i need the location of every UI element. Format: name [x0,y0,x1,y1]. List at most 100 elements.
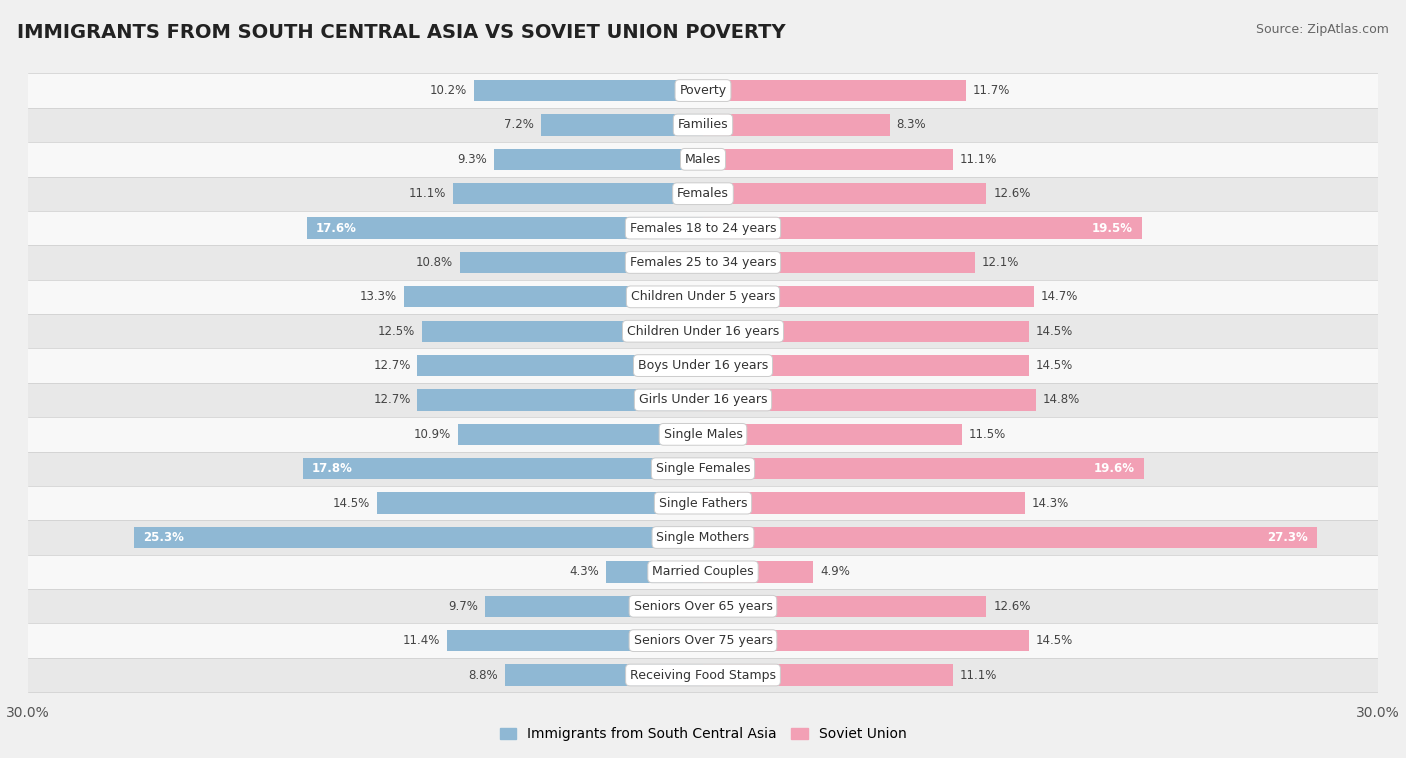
Text: 14.7%: 14.7% [1040,290,1078,303]
Bar [703,390,1036,411]
Text: 11.1%: 11.1% [959,669,997,681]
Bar [485,596,703,617]
Text: Children Under 16 years: Children Under 16 years [627,324,779,338]
Bar [606,561,703,583]
Text: 19.5%: 19.5% [1091,221,1133,234]
Bar [28,349,1378,383]
Text: 9.3%: 9.3% [457,153,486,166]
Bar [703,458,1144,479]
Text: 8.3%: 8.3% [897,118,927,131]
Text: Families: Families [678,118,728,131]
Bar [28,452,1378,486]
Text: 17.6%: 17.6% [316,221,357,234]
Text: 11.1%: 11.1% [959,153,997,166]
Bar [28,177,1378,211]
Text: 11.7%: 11.7% [973,84,1011,97]
Bar [28,589,1378,623]
Bar [28,211,1378,246]
Text: Source: ZipAtlas.com: Source: ZipAtlas.com [1256,23,1389,36]
Bar [418,390,703,411]
Text: 14.5%: 14.5% [1036,634,1073,647]
Text: 12.7%: 12.7% [373,359,411,372]
Text: Females: Females [678,187,728,200]
Bar [703,630,1029,651]
Text: 12.6%: 12.6% [993,600,1031,612]
Legend: Immigrants from South Central Asia, Soviet Union: Immigrants from South Central Asia, Sovi… [494,722,912,747]
Text: 10.9%: 10.9% [413,428,451,441]
Text: 9.7%: 9.7% [449,600,478,612]
Text: 17.8%: 17.8% [312,462,353,475]
Bar [28,280,1378,314]
Bar [703,596,987,617]
Bar [458,424,703,445]
Bar [28,246,1378,280]
Bar [447,630,703,651]
Text: 27.3%: 27.3% [1267,531,1308,544]
Bar [28,486,1378,520]
Text: Receiving Food Stamps: Receiving Food Stamps [630,669,776,681]
Bar [404,287,703,308]
Bar [134,527,703,548]
Bar [422,321,703,342]
Bar [28,623,1378,658]
Bar [460,252,703,273]
Text: Married Couples: Married Couples [652,565,754,578]
Text: Single Fathers: Single Fathers [659,496,747,509]
Text: Seniors Over 75 years: Seniors Over 75 years [634,634,772,647]
Bar [474,80,703,102]
Bar [703,218,1142,239]
Bar [28,520,1378,555]
Text: Single Males: Single Males [664,428,742,441]
Text: 11.5%: 11.5% [969,428,1005,441]
Bar [28,143,1378,177]
Text: 25.3%: 25.3% [143,531,184,544]
Bar [28,108,1378,143]
Text: 7.2%: 7.2% [505,118,534,131]
Text: Single Mothers: Single Mothers [657,531,749,544]
Text: Females 25 to 34 years: Females 25 to 34 years [630,256,776,269]
Bar [418,355,703,376]
Text: 4.9%: 4.9% [820,565,849,578]
Bar [28,417,1378,452]
Text: 8.8%: 8.8% [468,669,498,681]
Text: 19.6%: 19.6% [1094,462,1135,475]
Bar [703,252,976,273]
Text: Single Females: Single Females [655,462,751,475]
Text: 14.8%: 14.8% [1043,393,1080,406]
Text: 14.5%: 14.5% [333,496,370,509]
Bar [28,658,1378,692]
Text: Girls Under 16 years: Girls Under 16 years [638,393,768,406]
Text: Seniors Over 65 years: Seniors Over 65 years [634,600,772,612]
Text: 11.4%: 11.4% [402,634,440,647]
Text: 13.3%: 13.3% [360,290,396,303]
Bar [703,287,1033,308]
Text: 4.3%: 4.3% [569,565,599,578]
Bar [28,74,1378,108]
Bar [703,493,1025,514]
Text: 10.8%: 10.8% [416,256,453,269]
Bar [505,664,703,686]
Text: 14.5%: 14.5% [1036,359,1073,372]
Bar [703,424,962,445]
Text: 12.7%: 12.7% [373,393,411,406]
Text: 11.1%: 11.1% [409,187,447,200]
Bar [703,321,1029,342]
Text: IMMIGRANTS FROM SOUTH CENTRAL ASIA VS SOVIET UNION POVERTY: IMMIGRANTS FROM SOUTH CENTRAL ASIA VS SO… [17,23,786,42]
Bar [453,183,703,205]
Text: Children Under 5 years: Children Under 5 years [631,290,775,303]
Bar [494,149,703,170]
Bar [703,561,813,583]
Text: Boys Under 16 years: Boys Under 16 years [638,359,768,372]
Bar [28,555,1378,589]
Text: 12.1%: 12.1% [981,256,1019,269]
Text: 14.5%: 14.5% [1036,324,1073,338]
Bar [703,80,966,102]
Text: Females 18 to 24 years: Females 18 to 24 years [630,221,776,234]
Bar [302,458,703,479]
Bar [703,114,890,136]
Text: 10.2%: 10.2% [430,84,467,97]
Bar [307,218,703,239]
Text: 14.3%: 14.3% [1032,496,1069,509]
Bar [703,355,1029,376]
Bar [703,527,1317,548]
